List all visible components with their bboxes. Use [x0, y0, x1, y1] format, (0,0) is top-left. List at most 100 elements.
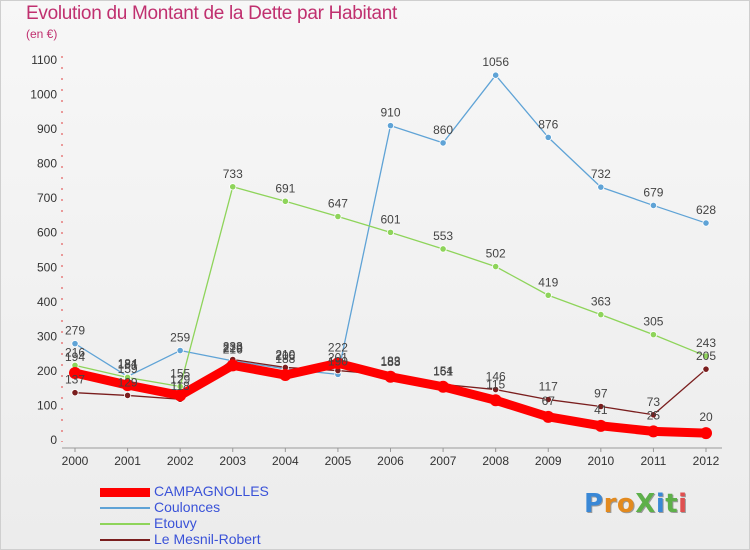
x-tick-label: 2006 — [377, 454, 404, 468]
data-label-coulonces: 910 — [380, 106, 400, 120]
data-label-le-mesnil-robert: 210 — [275, 347, 295, 361]
legend-item-le-mesnil-robert: Le Mesnil-Robert — [100, 531, 400, 548]
data-point-campagnolles — [647, 425, 660, 438]
data-point-campagnolles — [69, 366, 81, 379]
data-point-coulonces — [544, 133, 552, 141]
data-point-le-mesnil-robert — [123, 391, 132, 400]
data-point-campagnolles — [700, 427, 712, 440]
data-label-le-mesnil-robert: 118 — [171, 379, 190, 393]
data-point-campagnolles — [174, 389, 187, 402]
y-tick-label: 900 — [37, 122, 57, 136]
data-label-coulonces: 679 — [643, 185, 663, 199]
x-tick-label: 2001 — [114, 454, 141, 468]
data-point-etouvy — [229, 183, 237, 191]
data-point-etouvy — [649, 331, 658, 339]
y-tick-label: 1000 — [30, 88, 57, 102]
data-point-coulonces — [649, 201, 658, 210]
data-point-coulonces — [71, 340, 79, 348]
data-label-coulonces: 732 — [591, 167, 611, 181]
data-label-etouvy: 502 — [486, 247, 506, 261]
x-tick-label: 2004 — [272, 454, 299, 468]
data-point-etouvy — [702, 352, 710, 360]
legend-label: Le Mesnil-Robert — [154, 531, 261, 547]
legend-label: Coulonces — [154, 499, 221, 515]
data-label-etouvy: 181 — [118, 357, 138, 371]
proxiti-logo: ProXiti — [584, 489, 688, 519]
data-label-campagnolles: 188 — [275, 352, 295, 366]
data-label-coulonces: 1056 — [482, 55, 509, 69]
data-point-etouvy — [597, 310, 605, 319]
data-label-etouvy: 305 — [643, 315, 663, 329]
data-label-campagnolles: 129 — [170, 372, 190, 386]
y-tick-label: 100 — [37, 398, 57, 412]
data-point-etouvy — [281, 197, 289, 205]
data-point-campagnolles — [437, 380, 450, 393]
data-label-coulonces: 229 — [223, 341, 243, 355]
data-label-etouvy: 216 — [65, 345, 85, 359]
x-tick-label: 2012 — [693, 454, 720, 468]
data-label-campagnolles: 159 — [118, 362, 138, 376]
data-label-etouvy: 691 — [275, 181, 295, 195]
data-label-etouvy: 733 — [223, 167, 243, 181]
legend-swatch — [100, 487, 150, 497]
data-label-le-mesnil-robert: 201 — [328, 351, 348, 365]
x-tick-label: 2003 — [219, 454, 246, 468]
data-label-le-mesnil-robert: 161 — [433, 364, 453, 378]
data-label-coulonces: 628 — [696, 203, 716, 217]
data-label-campagnolles: 216 — [223, 342, 243, 356]
data-label-le-mesnil-robert: 233 — [223, 340, 243, 354]
axes: 0 100 200 300 400 500 600 700 800 900 1000 1100 2000… — [30, 53, 722, 468]
x-tick-label: 2000 — [62, 454, 89, 468]
data-label-coulonces: 279 — [65, 324, 85, 338]
data-point-le-mesnil-robert — [544, 395, 552, 404]
data-label-etouvy: 601 — [380, 212, 400, 226]
legend-label: CAMPAGNOLLES — [154, 483, 269, 499]
data-point-etouvy — [334, 212, 342, 221]
data-point-campagnolles — [542, 410, 555, 423]
data-label-coulonces: 190 — [328, 354, 348, 368]
legend-item-etouvy: Etouvy — [100, 515, 400, 532]
y-tick-label: 0 — [50, 433, 57, 447]
y-tick-label: 500 — [37, 260, 57, 274]
y-tick-label: 800 — [37, 157, 57, 171]
data-label-etouvy: 363 — [591, 295, 611, 309]
legend-item-campagnolles: CAMPAGNOLLES — [100, 483, 400, 500]
series-lines — [69, 71, 712, 440]
data-label-etouvy: 243 — [696, 336, 716, 350]
legend-swatch — [100, 539, 150, 541]
data-label-le-mesnil-robert: 205 — [696, 349, 716, 363]
y-tick-label: 300 — [37, 329, 57, 343]
data-label-etouvy: 553 — [433, 229, 453, 243]
data-point-le-mesnil-robert — [71, 389, 79, 397]
chart-title: Evolution du Montant de la Dette par Hab… — [26, 3, 397, 24]
legend-swatch — [100, 523, 150, 525]
data-point-campagnolles — [384, 370, 397, 383]
data-label-le-mesnil-robert: 97 — [594, 386, 608, 400]
y-tick-label: 200 — [37, 364, 57, 378]
legend-label: Etouvy — [154, 515, 197, 531]
data-label-campagnolles: 183 — [380, 354, 400, 368]
y-tick-label: 700 — [37, 191, 57, 205]
data-point-campagnolles — [279, 369, 292, 382]
data-point-etouvy — [386, 228, 395, 236]
data-point-coulonces — [597, 183, 605, 191]
data-label-coulonces: 259 — [170, 331, 190, 345]
data-point-le-mesnil-robert — [492, 385, 500, 394]
data-label-campagnolles: 194 — [65, 350, 85, 364]
data-point-coulonces — [386, 122, 395, 130]
data-label-le-mesnil-robert: 129 — [118, 375, 138, 389]
y-tick-label: 600 — [37, 226, 57, 240]
data-point-etouvy — [439, 245, 447, 253]
data-label-campagnolles: 67 — [542, 394, 556, 408]
x-tick-label: 2005 — [325, 454, 352, 468]
data-point-coulonces — [492, 71, 500, 79]
data-point-le-mesnil-robert — [702, 365, 710, 373]
data-point-etouvy — [492, 262, 500, 271]
data-label-campagnolles: 222 — [328, 340, 348, 354]
data-label-campagnolles: 115 — [486, 377, 505, 391]
data-label-le-mesnil-robert: 137 — [65, 373, 85, 387]
data-label-etouvy: 419 — [538, 275, 558, 289]
data-label-le-mesnil-robert: 188 — [380, 355, 400, 369]
